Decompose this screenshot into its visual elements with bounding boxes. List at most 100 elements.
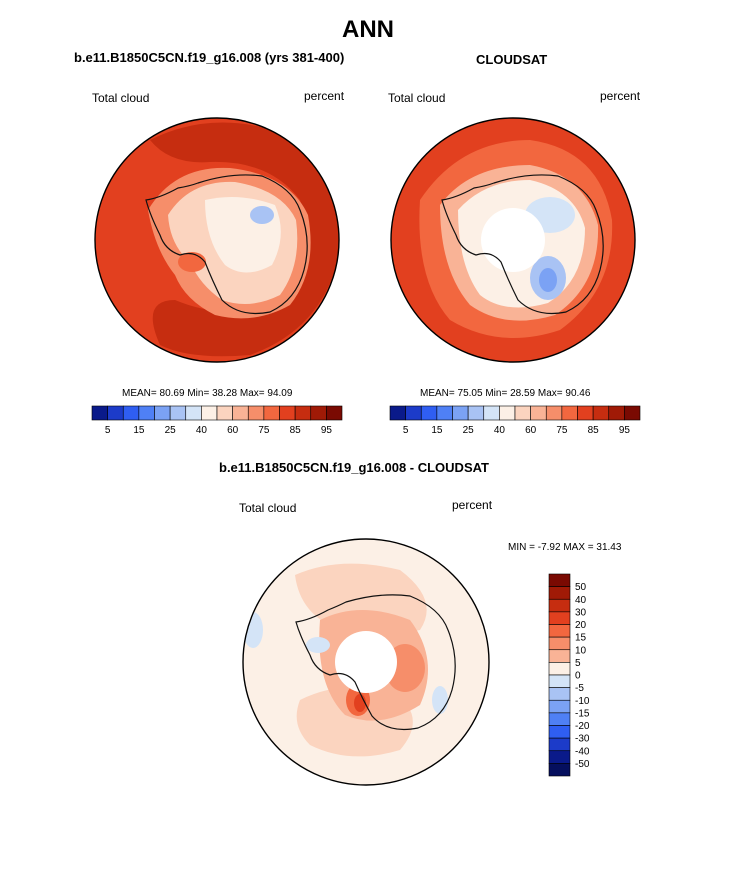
model-colorbar-tick-label: 60 xyxy=(227,425,239,436)
diff-min-label: MIN = xyxy=(508,542,535,553)
diff-colorbar-tick-label: 40 xyxy=(575,595,587,606)
diff-map-frame xyxy=(242,538,490,786)
model-colorbar-tick-label: 95 xyxy=(321,425,333,436)
obs-colorbar-swatch xyxy=(577,405,594,421)
model-colorbar-swatch xyxy=(294,405,312,421)
diff-map-max-core xyxy=(354,694,366,712)
diff-colorbar-swatch xyxy=(548,750,571,764)
diff-colorbar-swatch xyxy=(548,649,571,663)
diff-colorbar-swatch xyxy=(548,699,571,714)
obs-colorbar-tick-label: 95 xyxy=(619,425,631,436)
obs-map xyxy=(391,118,635,362)
model-map-frame xyxy=(94,117,340,363)
obs-left-label: Total cloud xyxy=(388,91,446,105)
model-colorbar-swatch xyxy=(138,405,155,421)
obs-colorbar-swatch xyxy=(405,405,422,421)
model-colorbar-swatch xyxy=(232,405,249,421)
diff-colorbar-swatch xyxy=(548,725,571,739)
obs-colorbar-swatch xyxy=(530,405,547,421)
obs-colorbar-swatch xyxy=(499,405,516,421)
diff-colorbar-tick-label: -20 xyxy=(575,721,590,732)
obs-map-coastline xyxy=(441,174,604,315)
model-map xyxy=(95,118,339,362)
obs-colorbar-swatch xyxy=(467,405,485,421)
diff-colorbar-tick-label: -30 xyxy=(575,734,590,745)
diff-colorbar-tick-label: 5 xyxy=(575,658,581,669)
diff-colorbar-swatch xyxy=(548,624,571,638)
obs-colorbar-swatch xyxy=(624,405,641,421)
diff-colorbar-tick-label: -10 xyxy=(575,696,590,707)
diff-colorbar-swatch xyxy=(548,573,571,587)
diff-colorbar-swatch xyxy=(548,737,571,752)
model-max-value: 94.09 xyxy=(267,388,293,399)
obs-colorbar-swatch xyxy=(561,405,578,421)
diff-map-neg-east xyxy=(432,686,448,714)
model-colorbar-swatch xyxy=(122,405,140,421)
obs-colorbar-swatch xyxy=(608,405,625,421)
obs-colorbar: 5 15 25 40 60 75 85 95 xyxy=(389,405,641,436)
main-title: ANN xyxy=(342,16,394,43)
diff-colorbar-tick-label: -5 xyxy=(575,683,584,694)
obs-colorbar-swatch xyxy=(436,405,453,421)
model-colorbar-swatch xyxy=(216,405,233,421)
obs-colorbar-swatch xyxy=(420,405,438,421)
model-colorbar-swatch xyxy=(279,405,296,421)
model-colorbar-swatch xyxy=(154,405,171,421)
diff-colorbar-swatch xyxy=(548,687,571,701)
diff-colorbar-tick-label: -15 xyxy=(575,708,590,719)
model-colorbar-tick-label: 25 xyxy=(165,425,177,436)
obs-colorbar-tick-label: 5 xyxy=(403,425,409,436)
diff-colorbar-tick-label: 30 xyxy=(575,607,587,618)
model-colorbar-swatch xyxy=(263,405,280,421)
model-min-value: 38.28 xyxy=(212,388,238,399)
obs-colorbar-tick-label: 25 xyxy=(463,425,475,436)
model-colorbar-tick-label: 85 xyxy=(290,425,302,436)
obs-map-pole-hole xyxy=(481,208,545,272)
obs-colorbar-tick-label: 85 xyxy=(588,425,600,436)
diff-colorbar-tick-label: -40 xyxy=(575,746,590,757)
model-colorbar-tick-label: 5 xyxy=(105,425,111,436)
diff-min-value: -7.92 xyxy=(537,542,561,553)
model-max-label: Max= xyxy=(239,388,265,399)
diff-colorbar-swatch xyxy=(548,611,571,625)
obs-min-value: 28.59 xyxy=(510,388,536,399)
diff-map-neg-coast xyxy=(306,637,330,653)
model-colorbar-tick-label: 15 xyxy=(133,425,145,436)
model-mean-label: MEAN= xyxy=(122,388,157,399)
model-min-label: Min= xyxy=(187,388,210,399)
model-right-label: percent xyxy=(304,89,345,103)
diff-colorbar-swatch xyxy=(548,712,571,726)
diff-colorbar-tick-label: 0 xyxy=(575,671,581,682)
obs-right-label: percent xyxy=(600,89,641,103)
obs-map-min-core xyxy=(539,268,557,292)
obs-map-frame xyxy=(390,117,636,363)
model-colorbar-swatch xyxy=(107,405,124,421)
model-colorbar-swatch xyxy=(201,405,218,421)
diff-colorbar-swatch xyxy=(548,636,571,651)
obs-colorbar-swatch xyxy=(545,405,563,421)
diff-colorbar-tick-label: -50 xyxy=(575,759,590,770)
diff-max-label: MAX = xyxy=(563,542,594,553)
obs-max-value: 90.46 xyxy=(565,388,591,399)
diff-right-label: percent xyxy=(452,498,493,512)
diff-colorbar-swatch xyxy=(548,674,571,688)
diff-map-pole-hole xyxy=(335,631,397,693)
obs-colorbar-swatch xyxy=(483,405,500,421)
diff-map-coastline xyxy=(295,594,456,731)
obs-colorbar-swatch xyxy=(514,405,531,421)
model-map-coastline xyxy=(145,174,308,315)
diff-max-value: 31.43 xyxy=(596,542,622,553)
diff-map-neg-west xyxy=(243,612,263,648)
obs-stats: MEAN= 75.05 Min= 28.59 Max= 90.46 xyxy=(420,388,590,399)
diff-colorbar-swatch xyxy=(548,586,571,600)
model-colorbar-swatch xyxy=(247,405,265,421)
diff-colorbar-tick-label: 50 xyxy=(575,582,587,593)
diff-colorbar-swatch xyxy=(548,598,571,613)
model-map-min-patch xyxy=(250,206,274,224)
diff-colorbar-tick-label: 10 xyxy=(575,645,587,656)
diff-stats: MIN = -7.92 MAX = 31.43 xyxy=(508,542,621,553)
obs-min-label: Min= xyxy=(485,388,508,399)
diff-panel-title: b.e11.B1850C5CN.f19_g16.008 - CLOUDSAT xyxy=(219,460,489,475)
obs-colorbar-tick-label: 75 xyxy=(556,425,568,436)
